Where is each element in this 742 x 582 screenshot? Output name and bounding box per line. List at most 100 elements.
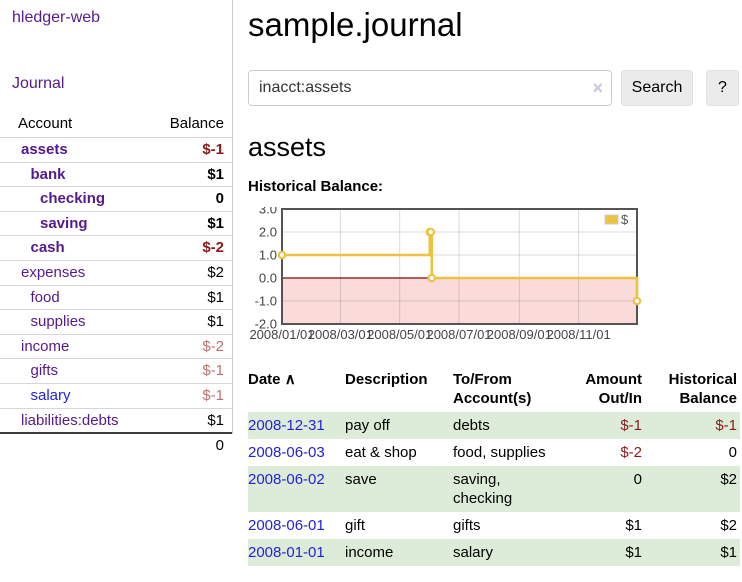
transaction-description: save xyxy=(345,465,453,512)
account-balance: $1 xyxy=(207,214,224,232)
x-axis-tick-label: 2008/07/01 xyxy=(426,327,491,342)
date-header-label: Date xyxy=(248,370,281,388)
transaction-balance: 0 xyxy=(728,443,737,461)
main-panel: sample.journal × Search ? assets Histori… xyxy=(233,0,742,582)
plot-border xyxy=(281,207,638,325)
account-link[interactable]: bank xyxy=(30,165,66,183)
account-link[interactable]: assets xyxy=(21,141,68,158)
transaction-row: 2008-06-03 eat & shop food, supplies $-2 0 xyxy=(248,439,740,466)
balance-column-header: Balance xyxy=(169,115,224,132)
x-axis-tick-label: 2008/05/01 xyxy=(367,327,432,342)
transaction-balance: $2 xyxy=(645,465,740,512)
accounts-table: Account Balance assets $-1 bank $1 checking 0… xyxy=(0,110,232,456)
transaction-amount: $1 xyxy=(560,538,645,566)
transaction-date-link[interactable]: 2008-06-01 xyxy=(248,516,325,534)
x-axis-tick-label: 2008/03/01 xyxy=(308,327,373,342)
account-link[interactable]: salary xyxy=(30,386,71,404)
historical-balance-chart: 3.0 2.0 1.0 0.0 -1.0 -2.02008/01/012008/03/01… xyxy=(249,207,642,342)
help-button[interactable]: ? xyxy=(706,69,739,106)
legend-label: $ xyxy=(621,212,629,227)
transaction-accounts: salary xyxy=(453,538,560,566)
account-balance: $-1 xyxy=(202,386,224,404)
account-row: cash $-2 xyxy=(0,235,232,260)
total-balance: 0 xyxy=(215,437,224,455)
sidebar: hledger-web Journal Account Balance asse… xyxy=(0,0,233,454)
y-axis-tick-label: 2.0 xyxy=(259,224,277,239)
y-axis-tick-label: 0.0 xyxy=(259,270,277,285)
transaction-amount: $1 xyxy=(625,516,642,534)
transaction-accounts: gifts xyxy=(453,516,481,534)
account-row: expenses $2 xyxy=(0,259,232,285)
account-row: saving $1 xyxy=(0,210,232,236)
register-header-row: Date ∧ Description To/From Account(s) Am… xyxy=(248,366,740,412)
transaction-row: 2008-06-02 save saving, checking 0 $2 xyxy=(248,465,740,512)
y-axis-tick-label: -1.0 xyxy=(255,293,277,308)
app-title-link[interactable]: hledger-web xyxy=(12,9,101,26)
transaction-row: 2008-12-31 pay off debts $-1 $-1 xyxy=(248,411,740,439)
transaction-description: gift xyxy=(345,516,366,534)
y-axis-tick-label: -2.0 xyxy=(255,316,277,331)
account-link[interactable]: saving xyxy=(40,214,88,232)
account-balance: $1 xyxy=(207,313,224,331)
data-point xyxy=(427,273,437,282)
sidebar-item-journal[interactable]: Journal xyxy=(12,75,65,92)
x-axis-tick-label: 2008/01/01 xyxy=(249,327,314,342)
account-row: food $1 xyxy=(0,284,232,310)
account-row: supplies $1 xyxy=(0,309,232,334)
transaction-date-link[interactable]: 2008-12-31 xyxy=(248,411,345,439)
date-column-header[interactable]: Date ∧ xyxy=(248,366,345,412)
search-form: × Search ? xyxy=(248,69,742,106)
transaction-row: 2008-01-01 income salary $1 $1 xyxy=(248,538,740,566)
accounts-total-row: 0 xyxy=(0,432,232,456)
transaction-date-link[interactable]: 2008-06-03 xyxy=(248,443,325,461)
account-balance: $-1 xyxy=(202,141,224,158)
account-link[interactable]: supplies xyxy=(30,313,86,331)
transaction-balance: $1 xyxy=(645,538,740,566)
account-heading: assets xyxy=(248,131,327,162)
transaction-accounts: saving, checking xyxy=(453,465,560,512)
account-row: bank $1 xyxy=(0,161,232,187)
account-balance: 0 xyxy=(215,190,224,208)
search-input[interactable] xyxy=(248,69,612,106)
account-link[interactable]: income xyxy=(21,337,70,355)
search-button[interactable]: Search xyxy=(621,69,693,106)
account-row: income $-2 xyxy=(0,333,232,359)
register-table: Date ∧ Description To/From Account(s) Am… xyxy=(248,366,740,566)
clear-search-icon[interactable]: × xyxy=(592,77,603,98)
y-axis-tick-label: 3.0 xyxy=(259,207,277,217)
account-link[interactable]: food xyxy=(30,288,60,306)
balance-column-header-main: Historical Balance xyxy=(668,370,737,407)
x-axis-tick-label: 2008/11/01 xyxy=(547,327,611,342)
account-row: assets $-1 xyxy=(0,137,232,162)
account-link[interactable]: liabilities:debts xyxy=(21,411,119,429)
data-point xyxy=(426,227,436,236)
transaction-date-link[interactable]: 2008-01-01 xyxy=(248,538,345,566)
transaction-accounts: debts xyxy=(453,411,560,439)
transaction-accounts: food, supplies xyxy=(453,443,546,461)
accounts-column-header: To/From Account(s) xyxy=(453,370,532,407)
description-column-header: Description xyxy=(345,370,428,388)
negative-region-fill xyxy=(282,277,637,324)
account-link[interactable]: gifts xyxy=(30,362,59,380)
transaction-row: 2008-06-01 gift gifts $1 $2 xyxy=(248,512,740,539)
data-point xyxy=(277,250,287,259)
account-row: checking 0 xyxy=(0,186,232,211)
account-row: gifts $-1 xyxy=(0,358,232,383)
transaction-date-link[interactable]: 2008-06-02 xyxy=(248,465,345,512)
amount-column-header: Amount Out/In xyxy=(585,370,642,407)
account-balance: $1 xyxy=(207,411,224,429)
account-balance: $-1 xyxy=(202,362,224,380)
account-link[interactable]: checking xyxy=(40,190,106,208)
account-column-header: Account xyxy=(18,115,73,132)
transaction-balance: $-1 xyxy=(645,411,740,439)
account-link[interactable]: cash xyxy=(30,239,65,257)
accounts-list: assets $-1 bank $1 checking 0 saving $1 cash $-2 e… xyxy=(0,137,232,432)
account-link[interactable]: expenses xyxy=(21,263,86,281)
transaction-description: pay off xyxy=(345,411,453,439)
account-balance: $1 xyxy=(207,165,224,183)
y-axis-tick-label: 1.0 xyxy=(259,247,277,262)
chart-title: Historical Balance: xyxy=(248,177,384,195)
account-balance: $-2 xyxy=(202,337,224,355)
legend-swatch xyxy=(604,214,619,225)
accounts-table-header: Account Balance xyxy=(0,110,232,137)
